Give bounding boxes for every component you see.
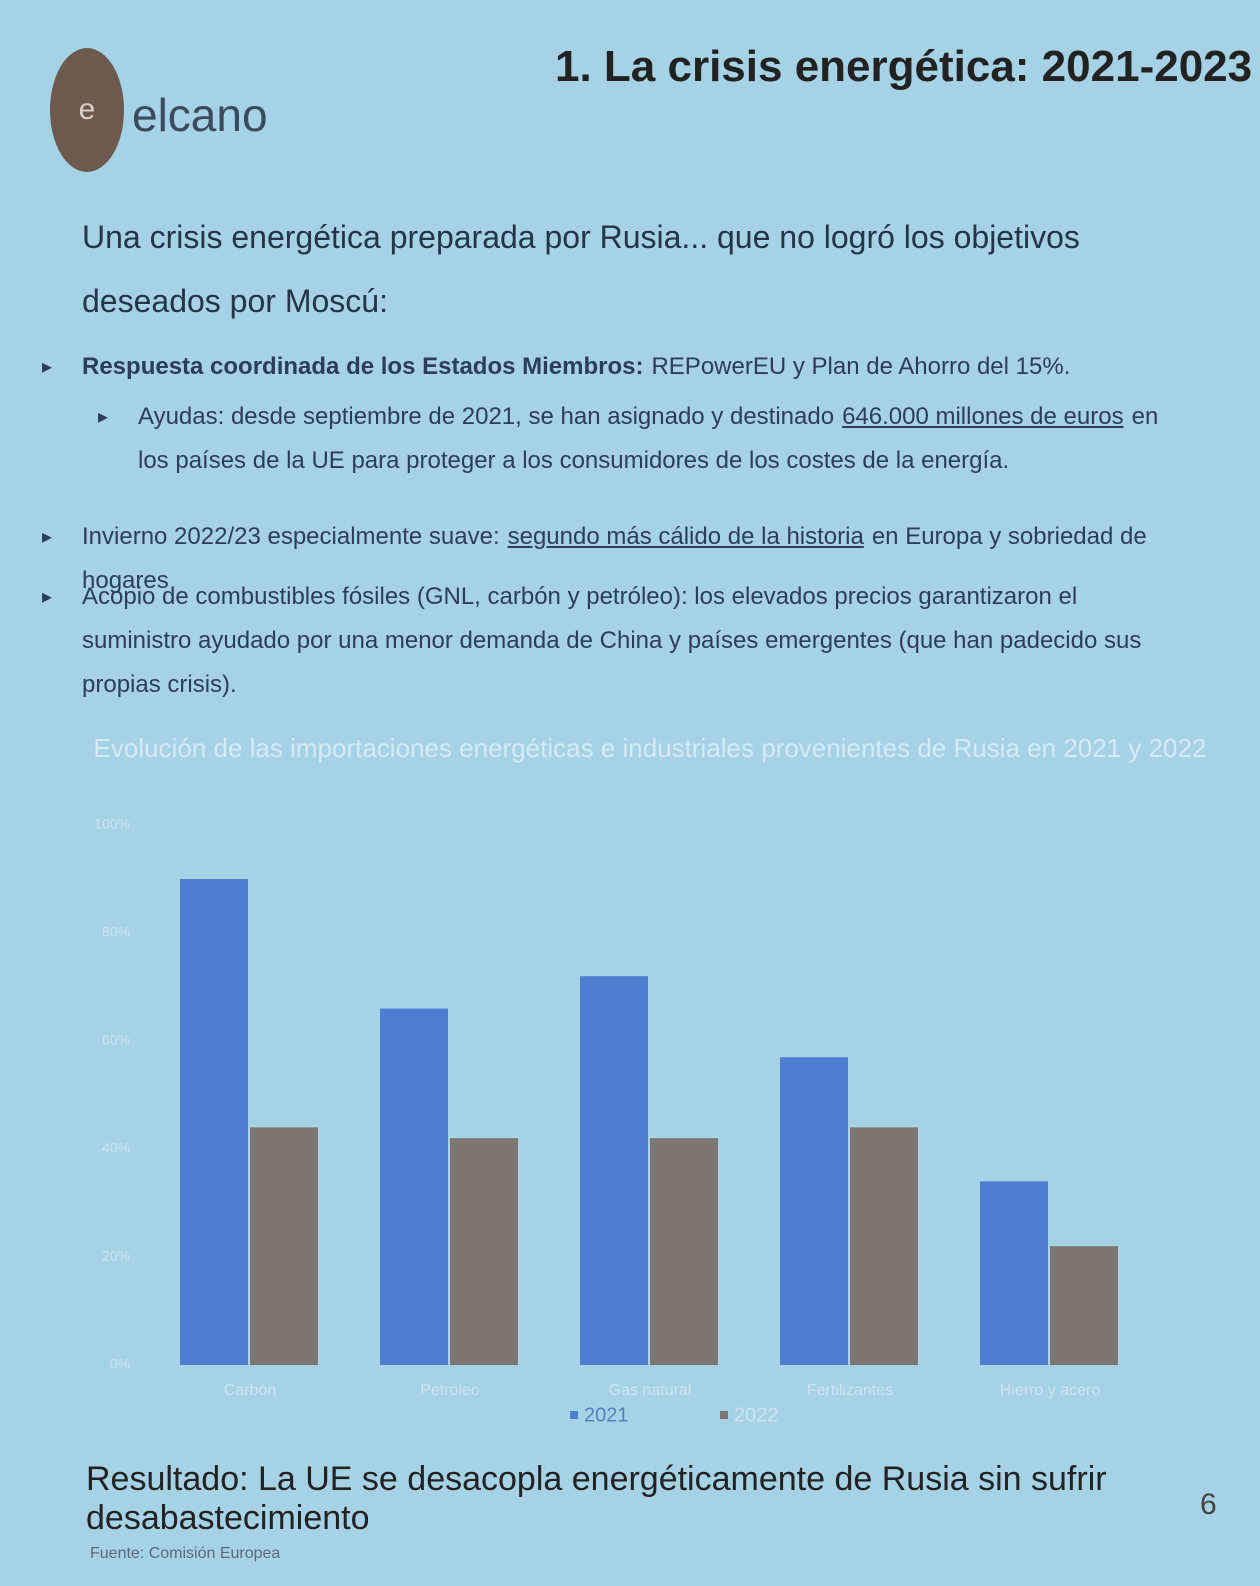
y-tick-label: 20% xyxy=(102,1248,130,1264)
slide-title: 1. La crisis energética: 2021-2023 xyxy=(555,42,1252,92)
y-tick-label: 60% xyxy=(102,1032,130,1048)
y-tick-label: 0% xyxy=(110,1356,130,1372)
logo: e xyxy=(50,48,124,172)
y-tick-label: 100% xyxy=(94,816,130,832)
logo-text: elcano xyxy=(132,88,268,142)
legend-label: 2022 xyxy=(734,1404,779,1426)
bullet: Acopio de combustibles fósiles (GNL, car… xyxy=(82,575,1192,707)
bar xyxy=(780,1057,848,1365)
bar xyxy=(850,1127,918,1365)
slide: e elcano 1. La crisis energética: 2021-2… xyxy=(0,0,1260,1586)
text: Ayudas: desde septiembre de 2021, se han… xyxy=(138,403,834,430)
bar xyxy=(650,1138,718,1365)
x-tick-label: Gas natural xyxy=(609,1382,692,1399)
bar xyxy=(980,1181,1048,1365)
legend-swatch xyxy=(570,1411,578,1419)
bar xyxy=(380,1009,448,1365)
text: REPowerEU y Plan de Ahorro del 15%. xyxy=(651,353,1070,380)
chart-title: Evolución de las importaciones energétic… xyxy=(94,733,1207,763)
bar xyxy=(250,1127,318,1365)
underline-text: segundo más cálido de la historia xyxy=(508,523,864,550)
sub-bullet: Ayudas: desde septiembre de 2021, se han… xyxy=(138,395,1188,483)
bullet: Respuesta coordinada de los Estados Miem… xyxy=(82,345,1182,389)
bar xyxy=(1050,1246,1118,1365)
y-tick-label: 40% xyxy=(102,1140,130,1156)
chart: Evolución de las importaciones energétic… xyxy=(0,700,1260,1440)
y-tick-label: 80% xyxy=(102,924,130,940)
x-tick-label: Petróleo xyxy=(420,1382,480,1399)
page-number: 6 xyxy=(1200,1488,1217,1522)
intro: Una crisis energética preparada por Rusi… xyxy=(82,205,1122,333)
bar xyxy=(450,1138,518,1365)
x-tick-label: Fertilizantes xyxy=(807,1382,893,1399)
legend-label: 2021 xyxy=(584,1404,629,1426)
result: Resultado: La UE se desacopla energética… xyxy=(86,1460,1260,1538)
source: Fuente: Comisión Europea xyxy=(90,1545,280,1563)
bar xyxy=(580,976,648,1365)
bar xyxy=(180,879,248,1365)
text: Invierno 2022/23 especialmente suave: xyxy=(82,523,500,550)
underline-text: 646.000 millones de euros xyxy=(842,403,1124,430)
legend-swatch xyxy=(720,1411,728,1419)
x-tick-label: Hierro y acero xyxy=(1000,1382,1101,1399)
bold-text: Respuesta coordinada de los Estados Miem… xyxy=(82,353,643,380)
x-tick-label: Carbón xyxy=(224,1382,276,1399)
text: Acopio de combustibles fósiles (GNL, car… xyxy=(82,583,1141,698)
